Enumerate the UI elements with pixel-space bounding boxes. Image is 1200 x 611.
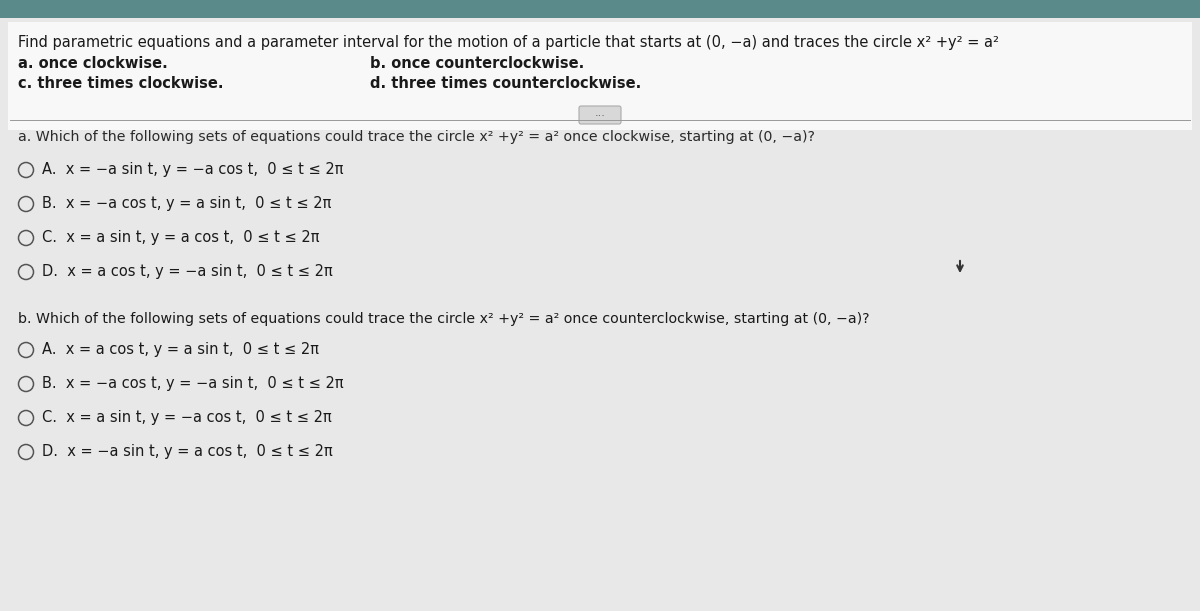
FancyBboxPatch shape [0,0,1200,18]
Text: d. three times counterclockwise.: d. three times counterclockwise. [370,76,641,91]
Text: B.  x = −a cos t, y = a sin t,  0 ≤ t ≤ 2π: B. x = −a cos t, y = a sin t, 0 ≤ t ≤ 2π [42,196,331,211]
Text: b. once counterclockwise.: b. once counterclockwise. [370,56,584,71]
Text: a. once clockwise.: a. once clockwise. [18,56,168,71]
Text: B.  x = −a cos t, y = −a sin t,  0 ≤ t ≤ 2π: B. x = −a cos t, y = −a sin t, 0 ≤ t ≤ 2… [42,376,343,391]
Text: D.  x = a cos t, y = −a sin t,  0 ≤ t ≤ 2π: D. x = a cos t, y = −a sin t, 0 ≤ t ≤ 2π [42,264,332,279]
Text: b. Which of the following sets of equations could trace the circle x² +y² = a² o: b. Which of the following sets of equati… [18,312,870,326]
Text: C.  x = a sin t, y = a cos t,  0 ≤ t ≤ 2π: C. x = a sin t, y = a cos t, 0 ≤ t ≤ 2π [42,230,319,245]
Text: C.  x = a sin t, y = −a cos t,  0 ≤ t ≤ 2π: C. x = a sin t, y = −a cos t, 0 ≤ t ≤ 2π [42,410,331,425]
FancyBboxPatch shape [0,18,1200,611]
Text: c. three times clockwise.: c. three times clockwise. [18,76,223,91]
FancyBboxPatch shape [580,106,622,124]
Text: ···: ··· [594,111,606,121]
Text: a. Which of the following sets of equations could trace the circle x² +y² = a² o: a. Which of the following sets of equati… [18,130,815,144]
FancyBboxPatch shape [8,22,1192,130]
Text: A.  x = −a sin t, y = −a cos t,  0 ≤ t ≤ 2π: A. x = −a sin t, y = −a cos t, 0 ≤ t ≤ 2… [42,162,343,177]
Text: A.  x = a cos t, y = a sin t,  0 ≤ t ≤ 2π: A. x = a cos t, y = a sin t, 0 ≤ t ≤ 2π [42,342,319,357]
Text: D.  x = −a sin t, y = a cos t,  0 ≤ t ≤ 2π: D. x = −a sin t, y = a cos t, 0 ≤ t ≤ 2π [42,444,332,459]
Text: Find parametric equations and a parameter interval for the motion of a particle : Find parametric equations and a paramete… [18,35,998,50]
